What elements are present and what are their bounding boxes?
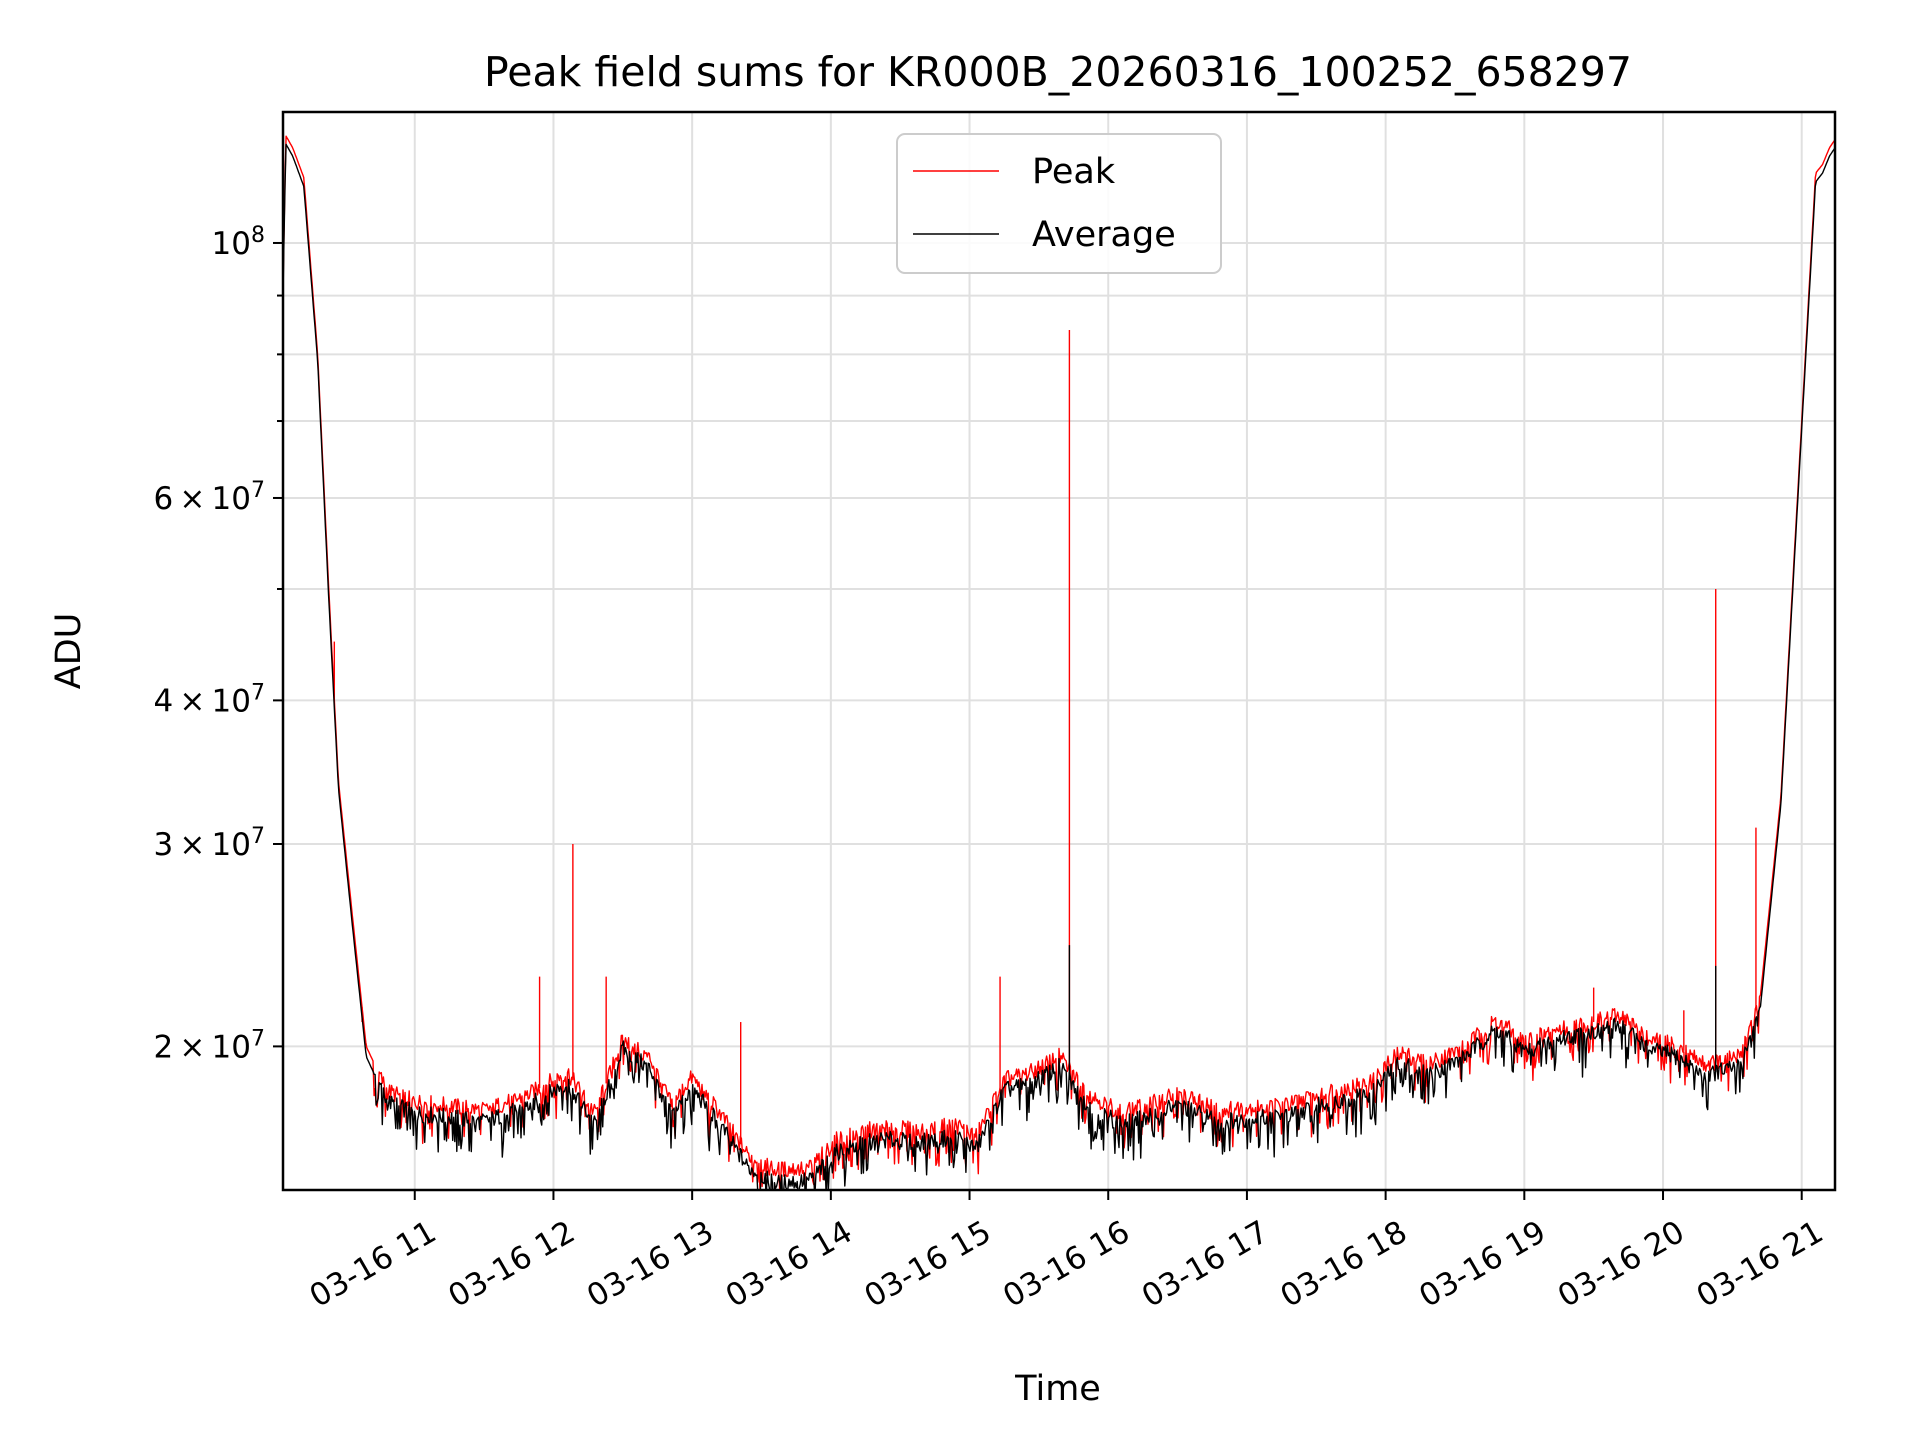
grid — [283, 112, 1835, 1190]
legend-box — [896, 133, 1222, 274]
y-tick-label: 3 × 107 — [153, 823, 265, 863]
series-line-average — [283, 143, 1835, 1190]
legend-peak-label: Peak — [1032, 152, 1116, 192]
y-tick-label: 6 × 107 — [153, 477, 265, 517]
series-layer — [283, 135, 1835, 1190]
y-tick-label: 4 × 107 — [153, 680, 265, 720]
legend: Peak Average — [896, 133, 1222, 274]
y-axis-label: ADU — [49, 613, 89, 690]
legend-average-label: Average — [1032, 215, 1176, 255]
x-axis-label: Time — [1014, 1369, 1101, 1409]
y-tick-label: 108 — [212, 222, 265, 261]
y-tick-label: 2 × 107 — [153, 1026, 265, 1066]
chart-title: Peak field sums for KR000B_20260316_1002… — [484, 48, 1632, 96]
y-axis: 2 × 107 3 × 107 4 × 107 6 × 107 108 — [153, 222, 283, 1065]
plot-frame — [281, 110, 1837, 1192]
